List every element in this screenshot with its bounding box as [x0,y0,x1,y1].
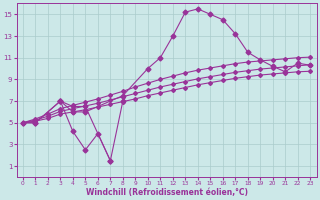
X-axis label: Windchill (Refroidissement éolien,°C): Windchill (Refroidissement éolien,°C) [85,188,248,197]
